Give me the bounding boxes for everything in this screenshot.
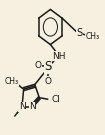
Text: O: O	[45, 77, 52, 85]
Text: O: O	[34, 61, 41, 70]
Text: S: S	[77, 28, 83, 38]
Text: S: S	[45, 60, 52, 73]
Text: N: N	[29, 102, 36, 111]
Text: N: N	[19, 102, 25, 111]
Text: CH₃: CH₃	[85, 32, 99, 41]
Text: Cl: Cl	[51, 95, 60, 104]
Text: NH: NH	[52, 52, 66, 60]
Text: CH₃: CH₃	[5, 77, 19, 86]
